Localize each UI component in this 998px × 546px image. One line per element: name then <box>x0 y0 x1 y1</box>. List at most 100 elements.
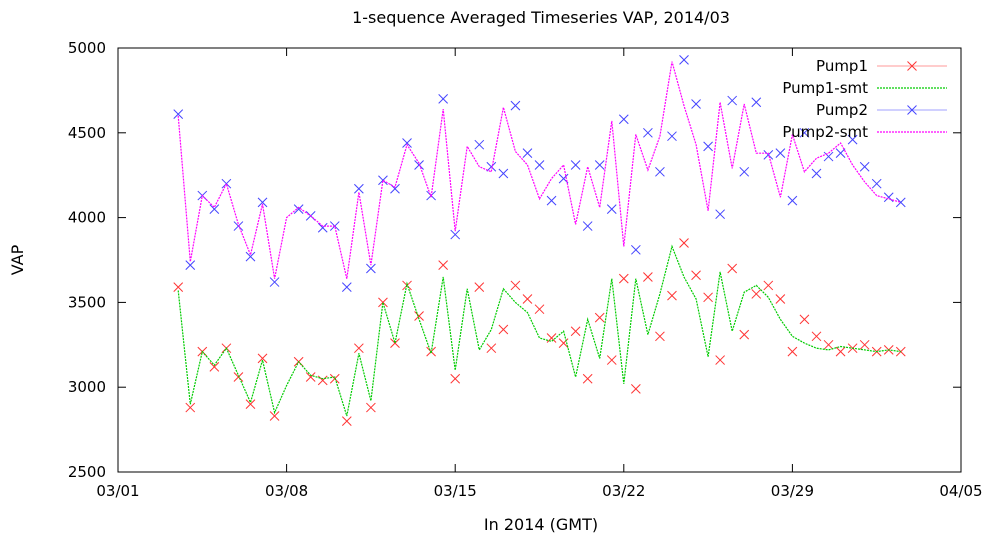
y-tick-label: 4500 <box>68 124 106 142</box>
data-point <box>847 134 858 145</box>
data-point <box>173 282 184 292</box>
data-point <box>209 361 220 372</box>
data-point <box>510 280 521 291</box>
data-point <box>305 372 316 382</box>
data-point <box>582 221 593 231</box>
series-layer <box>173 55 906 426</box>
x-tick-label: 03/22 <box>602 482 645 500</box>
y-tick-label: 3000 <box>68 378 106 396</box>
data-point <box>245 399 256 410</box>
data-point <box>859 161 870 172</box>
data-point <box>655 166 665 177</box>
data-point <box>606 355 617 365</box>
data-point <box>185 402 196 413</box>
data-point <box>438 260 449 270</box>
data-point <box>402 138 412 148</box>
data-point <box>883 192 894 203</box>
data-point <box>450 229 461 240</box>
data-point <box>630 384 641 394</box>
data-point <box>763 280 774 291</box>
data-point <box>185 260 196 270</box>
series-pump2-smt <box>177 61 901 279</box>
legend-label: Pump2-smt <box>782 123 868 141</box>
data-point <box>378 297 388 308</box>
data-point <box>703 292 713 303</box>
x-tick-label: 03/15 <box>434 482 477 500</box>
data-point <box>534 304 545 315</box>
data-point <box>895 197 906 208</box>
data-point <box>618 114 629 125</box>
x-axis-label: In 2014 (GMT) <box>484 515 598 534</box>
data-point <box>775 148 786 159</box>
legend-marker <box>907 61 917 71</box>
series-line <box>177 244 901 417</box>
data-point <box>691 99 701 109</box>
data-point <box>546 195 557 206</box>
data-point <box>582 373 593 384</box>
data-point <box>799 314 810 325</box>
data-point <box>474 139 485 150</box>
legend-marker <box>907 105 917 115</box>
series-line <box>177 61 901 279</box>
data-point <box>679 55 689 65</box>
data-point <box>486 343 497 354</box>
data-point <box>727 263 738 274</box>
data-point <box>667 290 677 301</box>
data-point <box>269 411 280 421</box>
data-point <box>643 272 653 282</box>
data-point <box>823 151 834 162</box>
data-point <box>787 195 798 206</box>
data-point <box>173 109 184 119</box>
series-pump1-smt <box>177 244 901 417</box>
data-point <box>811 168 822 179</box>
data-point <box>570 160 581 170</box>
data-point <box>715 355 725 365</box>
data-point <box>739 329 750 340</box>
x-tick-label: 03/08 <box>265 482 308 500</box>
data-point <box>606 204 617 214</box>
data-point <box>703 141 713 152</box>
data-point <box>366 402 376 413</box>
series-pump1 <box>173 238 906 426</box>
data-point <box>414 160 424 170</box>
legend-label: Pump2 <box>816 101 868 119</box>
data-point <box>341 282 352 292</box>
data-point <box>751 289 762 299</box>
data-point <box>871 178 882 189</box>
data-point <box>630 244 641 255</box>
y-tick-label: 2500 <box>68 463 106 481</box>
data-point <box>835 346 846 357</box>
data-point <box>751 97 762 108</box>
data-point <box>558 338 569 348</box>
data-point <box>354 183 364 194</box>
data-point <box>823 339 834 350</box>
x-tick-label: 03/01 <box>96 482 139 500</box>
data-point <box>835 148 846 159</box>
data-point <box>414 311 424 321</box>
x-ticks: 03/01 03/08 03/15 03/22 03/29 04/05 <box>96 48 983 500</box>
data-point <box>293 204 304 214</box>
data-point <box>390 338 400 348</box>
data-point <box>486 161 497 172</box>
data-point <box>691 270 701 281</box>
data-point <box>739 166 750 177</box>
y-axis-label: VAP <box>8 244 27 275</box>
data-point <box>257 353 268 364</box>
data-point <box>366 263 376 274</box>
legend-label: Pump1 <box>816 57 868 75</box>
data-point <box>341 416 352 426</box>
data-point <box>354 343 364 354</box>
data-point <box>775 294 786 304</box>
data-point <box>667 131 677 142</box>
x-tick-label: 04/05 <box>939 482 982 500</box>
y-tick-label: 3500 <box>68 293 106 311</box>
data-point <box>522 148 533 159</box>
data-point <box>510 100 521 111</box>
data-point <box>221 178 232 189</box>
data-point <box>570 326 581 337</box>
data-point <box>859 339 870 350</box>
data-point <box>317 222 328 233</box>
legend-label: Pump1-smt <box>782 79 868 97</box>
legend: Pump1 Pump1-smt Pump2 Pump2-smt <box>782 57 947 141</box>
data-point <box>209 204 220 214</box>
